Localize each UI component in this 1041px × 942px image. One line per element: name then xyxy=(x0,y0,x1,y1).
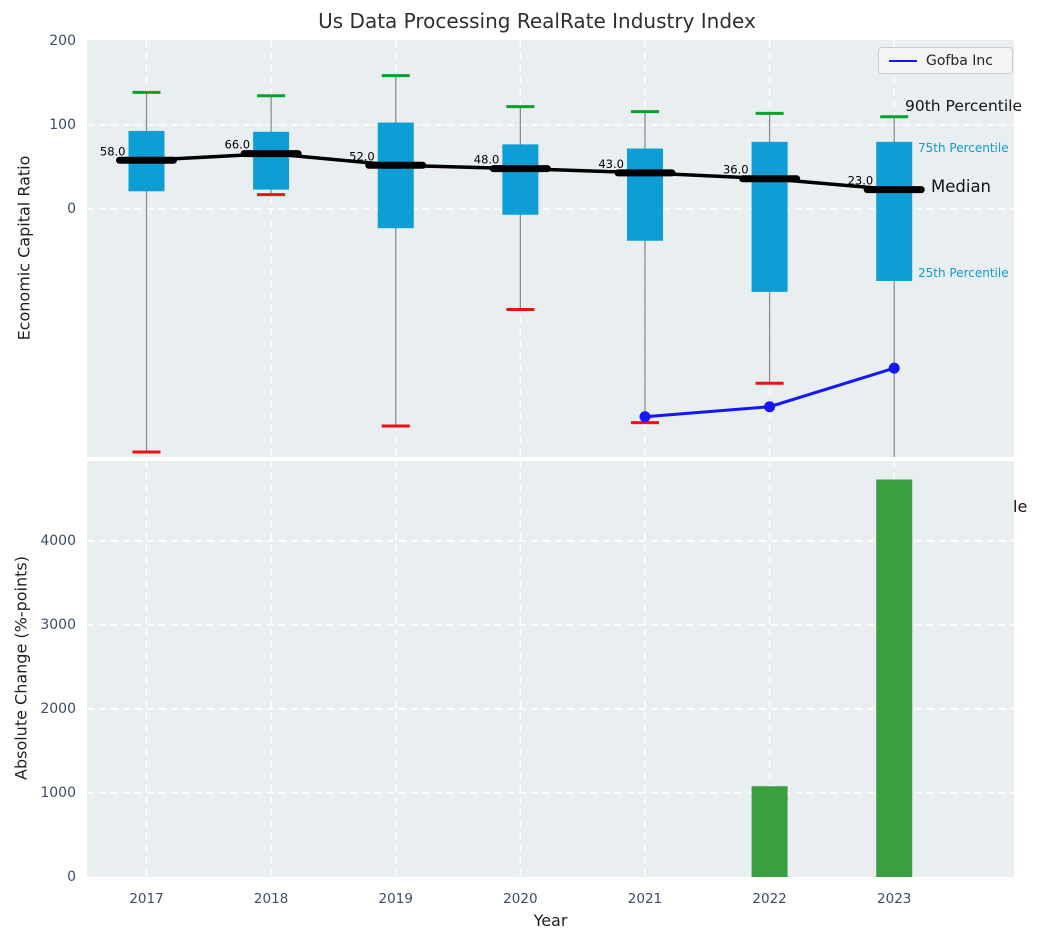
legend: Gofba Inc xyxy=(878,47,1013,74)
median-value-label: 66.0 xyxy=(225,138,251,152)
y-axis-label-top: Economic Capital Ratio xyxy=(14,155,34,341)
median-value-label: 23.0 xyxy=(848,174,874,188)
x-tick-label: 2023 xyxy=(877,891,912,907)
company-marker xyxy=(888,362,900,374)
bottom-panel-svg xyxy=(87,461,1014,877)
iqr-box xyxy=(253,131,290,190)
change-bar xyxy=(876,479,913,877)
chart-title: Us Data Processing RealRate Industry Ind… xyxy=(318,9,756,33)
x-tick-label: 2020 xyxy=(503,891,538,907)
median-value-label: 52.0 xyxy=(349,149,375,163)
company-marker xyxy=(764,401,776,413)
gridlines xyxy=(87,40,1014,457)
x-tick-label: 2021 xyxy=(627,891,663,907)
y-tick-label: 0 xyxy=(67,200,76,217)
median-value-label: 36.0 xyxy=(723,163,749,177)
iqr-box xyxy=(377,122,414,229)
y-tick-label: 3000 xyxy=(40,616,76,633)
x-tick-label: 2022 xyxy=(752,891,787,907)
y-tick-label: 200 xyxy=(49,33,76,50)
annotation-clipped-percentile-tail: le xyxy=(1013,497,1028,516)
iqr-box xyxy=(626,148,663,241)
company-marker xyxy=(639,411,651,423)
x-tick-label: 2017 xyxy=(129,891,164,907)
annotation-75th-percentile: 75th Percentile xyxy=(918,141,1009,155)
median-value-label: 58.0 xyxy=(100,144,126,158)
y-tick-label: 4000 xyxy=(40,532,76,549)
top-panel-svg: 58.0 66.0 52.0 48.0 43.0 36.0 23.0 xyxy=(87,40,1014,457)
x-tick-label: 2019 xyxy=(378,891,413,907)
gridlines xyxy=(87,461,1014,877)
change-bar xyxy=(751,786,788,877)
median-value-label: 48.0 xyxy=(474,153,500,167)
iqr-box xyxy=(751,141,788,292)
legend-label: Gofba Inc xyxy=(926,52,993,69)
annotation-90th-percentile: 90th Percentile xyxy=(905,97,1023,115)
annotation-25th-percentile: 25th Percentile xyxy=(918,266,1009,280)
top-panel: 58.0 66.0 52.0 48.0 43.0 36.0 23.0 xyxy=(87,40,1014,457)
iqr-box xyxy=(502,144,539,215)
y-tick-label: 0 xyxy=(67,869,76,885)
median-value-label: 43.0 xyxy=(598,157,624,171)
bottom-panel xyxy=(87,461,1014,877)
y-axis-label-bottom: Absolute Change (%-points) xyxy=(11,556,31,780)
x-axis-label: Year xyxy=(533,911,568,930)
iqr-box xyxy=(876,141,913,281)
y-tick-label: 2000 xyxy=(40,700,76,717)
annotation-median: Median xyxy=(931,177,992,196)
x-tick-label: 2018 xyxy=(253,891,289,907)
y-tick-label: 100 xyxy=(49,117,76,134)
legend-line-swatch xyxy=(889,59,917,62)
y-tick-label: 1000 xyxy=(40,784,76,801)
